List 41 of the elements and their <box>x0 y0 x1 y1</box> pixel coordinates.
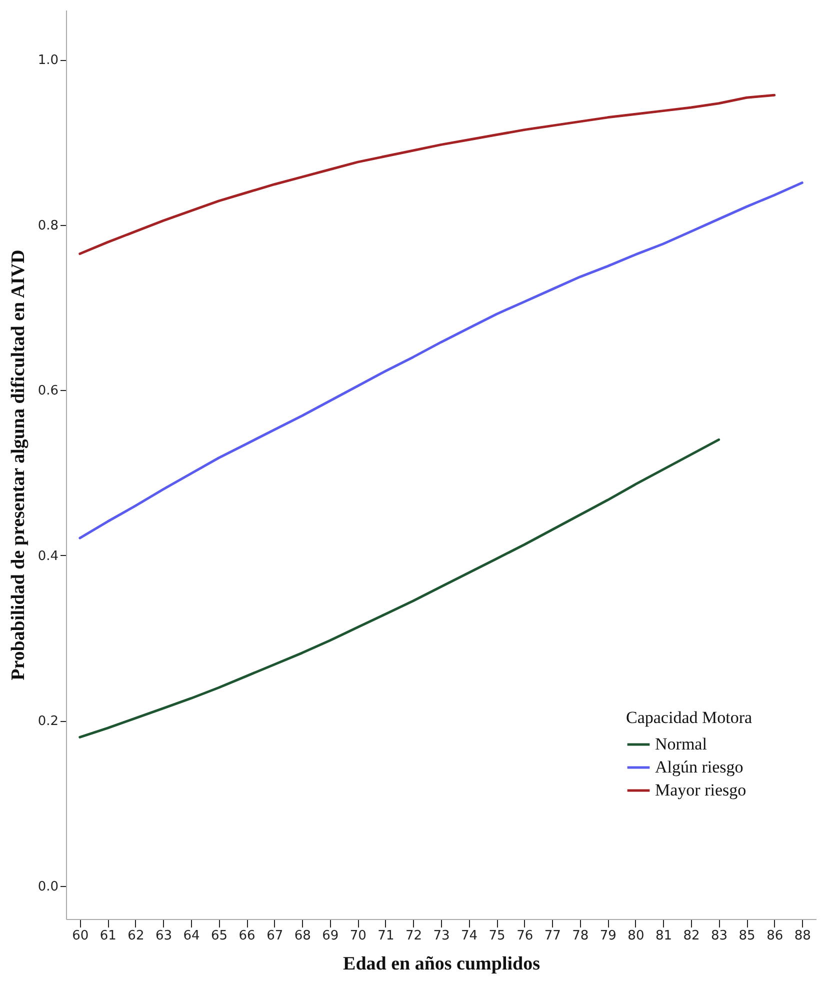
legend-label: Algún riesgo <box>655 758 744 776</box>
x-tick-label: 70 <box>350 928 366 944</box>
x-tick-label: 69 <box>322 928 339 944</box>
x-tick-label: 88 <box>794 928 811 944</box>
x-tick-label: 74 <box>461 928 478 944</box>
y-tick-label: 0.8 <box>38 218 58 234</box>
y-tick-label: 0.6 <box>38 384 58 399</box>
x-tick-label: 85 <box>738 928 756 944</box>
x-tick-label: 79 <box>600 928 616 944</box>
x-tick-label: 68 <box>294 928 311 944</box>
line-series <box>78 94 776 256</box>
x-tick-label: 76 <box>516 928 534 944</box>
legend-title: Capacidad Motora <box>626 708 752 727</box>
y-tick-label: 0.0 <box>38 879 58 894</box>
x-tick-label: 86 <box>766 928 784 944</box>
x-tick-label: 61 <box>100 928 116 944</box>
x-tick-label: 67 <box>266 928 284 944</box>
x-tick-label: 62 <box>128 928 144 944</box>
x-tick-label: 64 <box>183 928 200 944</box>
legend-label: Normal <box>655 734 708 754</box>
y-tick-label: 0.2 <box>38 714 58 730</box>
x-tick-label: 83 <box>711 928 728 944</box>
x-tick-label: 65 <box>211 928 228 944</box>
y-tick-label: 1.0 <box>38 53 58 68</box>
x-tick-label: 60 <box>72 928 89 944</box>
x-tick-label: 78 <box>572 928 589 944</box>
x-tick-label: 73 <box>433 928 450 944</box>
y-axis-title: Probabilidad de presentar alguna dificultad en AIVD <box>8 250 29 680</box>
y-tick-label: 0.4 <box>38 548 58 564</box>
x-tick-label: 72 <box>405 928 422 944</box>
line-series <box>78 181 804 540</box>
x-tick-label: 81 <box>655 928 672 944</box>
x-tick-label: 80 <box>628 928 644 944</box>
x-tick-label: 77 <box>544 928 561 944</box>
x-tick-label: 75 <box>488 928 506 944</box>
x-tick-label: 63 <box>155 928 172 944</box>
x-axis-title: Edad en años cumplidos <box>343 954 540 974</box>
x-tick-label: 71 <box>378 928 394 944</box>
legend-label: Mayor riesgo <box>655 780 746 800</box>
x-tick-label: 66 <box>238 928 256 944</box>
x-tick-label: 82 <box>683 928 700 944</box>
